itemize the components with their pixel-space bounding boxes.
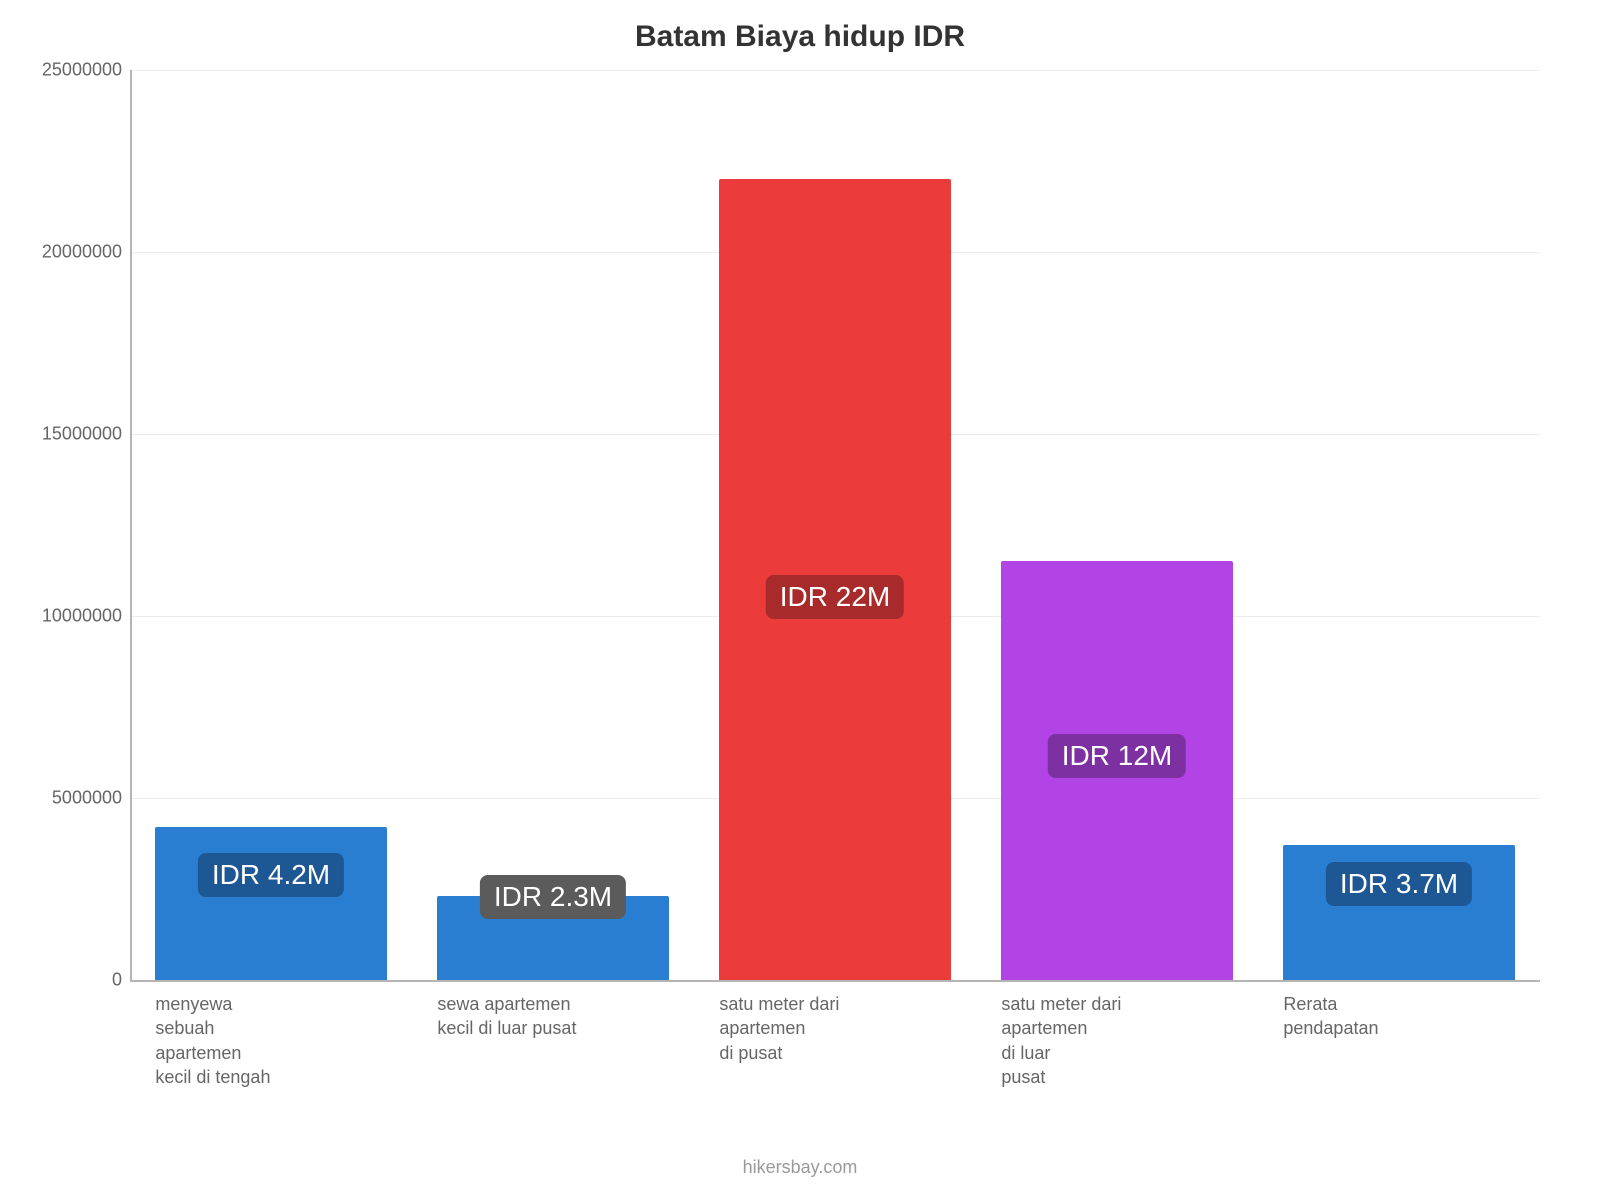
value-badge: IDR 22M	[766, 575, 904, 619]
cost-of-living-chart: Batam Biaya hidup IDR 0 5000000 10000000 15…	[0, 0, 1600, 1200]
bar	[155, 827, 386, 980]
y-tick-label: 20000000	[42, 242, 122, 263]
value-badge: IDR 2.3M	[480, 875, 626, 919]
bar-group: IDR 2.3M	[412, 70, 694, 980]
value-badge: IDR 4.2M	[198, 853, 344, 897]
x-axis-label: satu meter dariapartemendi luarpusat	[1001, 992, 1221, 1089]
bar-group: IDR 3.7M	[1258, 70, 1540, 980]
bar-group: IDR 12M	[976, 70, 1258, 980]
bar-group: IDR 22M	[694, 70, 976, 980]
x-axis-label: menyewasebuahapartemenkecil di tengah	[155, 992, 375, 1089]
y-tick-label: 15000000	[42, 424, 122, 445]
chart-title: Batam Biaya hidup IDR	[0, 20, 1600, 54]
y-tick-label: 25000000	[42, 60, 122, 81]
bar-group: IDR 4.2M	[130, 70, 412, 980]
y-tick-label: 10000000	[42, 606, 122, 627]
bars-layer: IDR 4.2M IDR 2.3M IDR 22M IDR 12M IDR 3.7M	[130, 70, 1540, 980]
x-axis-label: Reratapendapatan	[1283, 992, 1503, 1041]
value-badge: IDR 12M	[1048, 734, 1186, 778]
y-tick-label: 0	[112, 970, 122, 991]
x-axis-label: sewa apartemenkecil di luar pusat	[437, 992, 657, 1041]
x-axis-label: satu meter dariapartemendi pusat	[719, 992, 939, 1065]
y-tick-label: 5000000	[52, 788, 122, 809]
chart-caption: hikersbay.com	[0, 1157, 1600, 1178]
value-badge: IDR 3.7M	[1326, 862, 1472, 906]
